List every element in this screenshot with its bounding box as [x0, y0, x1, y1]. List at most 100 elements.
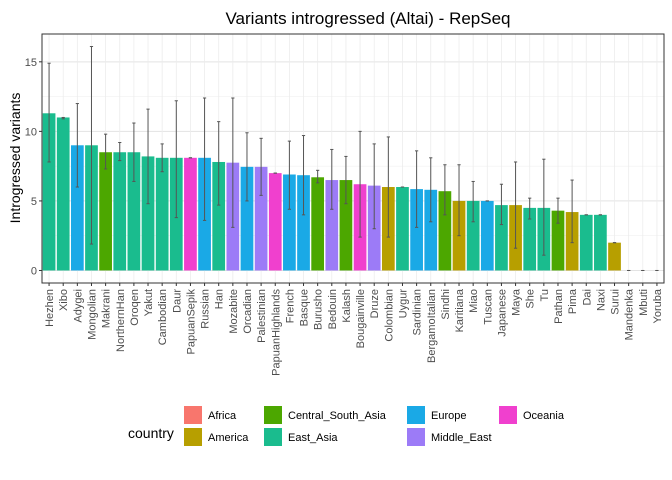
x-tick-label-Naxi: Naxi — [595, 289, 607, 311]
x-tick-label-Basque: Basque — [299, 289, 311, 326]
bar-BergamoItalian — [424, 189, 438, 271]
error-bar-Japanese — [499, 183, 504, 226]
bar-Burusho — [311, 177, 325, 271]
error-bar-Colombian — [386, 136, 390, 238]
legend-item-Middle_East: Middle_East — [407, 428, 492, 446]
x-tick-label-Oroqen: Oroqen — [129, 289, 141, 326]
error-bar-Russian — [202, 97, 207, 221]
x-tick-label-She: She — [525, 289, 537, 309]
error-bar-Bougainville — [358, 130, 362, 238]
x-tick-label-Adygei: Adygei — [72, 289, 84, 323]
bar-Naxi — [594, 214, 607, 271]
x-tick-label-PapuanHighlands: PapuanHighlands — [270, 289, 282, 376]
x-tick-label-Miao: Miao — [468, 289, 480, 313]
error-bar-Palestinian — [259, 137, 263, 196]
x-tick-label-Bedouin: Bedouin — [327, 289, 339, 329]
x-tick-label-Daur: Daur — [171, 289, 183, 313]
error-bar-Maya — [513, 161, 518, 249]
error-bar-Makrani — [104, 133, 108, 170]
x-tick-label-Japanese: Japanese — [496, 289, 508, 337]
bar-PapuanSepik — [184, 157, 197, 271]
legend-label: Central_South_Asia — [288, 410, 387, 422]
legend-label: America — [208, 432, 249, 444]
x-tick-label-Dai: Dai — [581, 289, 593, 306]
legend-swatch — [499, 406, 517, 424]
bar-Sardinian — [410, 189, 423, 271]
x-tick-label-Tuscan: Tuscan — [482, 289, 494, 325]
bar-Orcadian — [240, 166, 254, 271]
x-tick-label-Colombian: Colombian — [383, 289, 395, 342]
legend-swatch — [264, 406, 282, 424]
legend-label: East_Asia — [288, 432, 338, 444]
x-tick-label-NorthernHan: NorthernHan — [115, 289, 127, 352]
x-tick-label-Pima: Pima — [567, 288, 579, 314]
x-tick-label-Burusho: Burusho — [313, 289, 325, 330]
error-bar-Daur — [174, 100, 178, 219]
error-bar-Xibo — [61, 116, 65, 120]
x-tick-label-Makrani: Makrani — [101, 289, 113, 328]
legend-item-Europe: Europe — [407, 406, 466, 424]
error-bar-Miao — [471, 180, 475, 223]
bar-French — [283, 174, 296, 271]
axes: 0 5 10 15 Hezhen Xibo Adygei Mongolian Makrani No… — [25, 57, 664, 376]
x-tick-label-Orcadian: Orcadian — [242, 289, 254, 334]
bar-Surui — [608, 242, 621, 271]
legend-swatch — [407, 428, 425, 446]
bar-Bedouin — [325, 180, 339, 271]
error-bar-Yakut — [146, 108, 150, 205]
chart-title: Variants introgressed (Altai) - RepSeq — [225, 9, 510, 28]
error-bar-Kalash — [344, 155, 348, 205]
bar-Miao — [466, 200, 480, 271]
bar-Sindhi — [438, 191, 452, 271]
bar-NorthernHan — [113, 152, 127, 271]
bar-Basque — [297, 175, 310, 271]
x-tick-label-Mandenka: Mandenka — [624, 288, 636, 340]
x-tick-label-Yoruba: Yoruba — [652, 288, 664, 323]
x-tick-label-Pathan: Pathan — [553, 289, 565, 324]
error-bar-Han — [217, 121, 221, 206]
x-tick-label-Uygur: Uygur — [397, 289, 409, 319]
x-tick-label-Russian: Russian — [200, 289, 212, 329]
legend-item-Central_South_Asia: Central_South_Asia — [264, 406, 387, 424]
x-tick-label-Yakut: Yakut — [143, 289, 155, 316]
bar-Makrani — [99, 152, 112, 271]
bar-Kalash — [339, 180, 353, 271]
error-bar-Mozabite — [231, 97, 235, 228]
error-bar-Hezhen — [47, 62, 51, 163]
error-bar-Druze — [372, 143, 376, 230]
x-tick-label-Xibo: Xibo — [58, 289, 70, 311]
legend: country Africa America Central_South_Asia E… — [128, 406, 565, 446]
error-bar-Mongolian — [89, 46, 94, 245]
x-tick-label-Karitiana: Karitiana — [454, 288, 466, 332]
bar-Uygur — [396, 187, 409, 271]
x-tick-label-Han: Han — [214, 289, 226, 309]
bar-Tuscan — [480, 200, 494, 271]
x-tick-label-Palestinian: Palestinian — [256, 289, 268, 343]
error-bar-Oroqen — [132, 122, 136, 182]
x-tick-label-Mbuti: Mbuti — [638, 289, 650, 316]
bar-Yakut — [141, 156, 155, 271]
error-bar-She — [528, 197, 532, 220]
error-bar-Burusho — [316, 169, 320, 184]
x-tick-label-Hezhen: Hezhen — [44, 289, 56, 327]
bar-Oroqen — [127, 152, 141, 271]
x-tick-label-BergamoItalian: BergamoItalian — [426, 289, 438, 363]
bar-Dai — [579, 214, 593, 271]
x-tick-label-Sardinian: Sardinian — [412, 289, 424, 335]
legend-label: Middle_East — [431, 432, 492, 444]
error-bar-Sindhi — [443, 164, 447, 216]
x-tick-label-Surui: Surui — [610, 289, 622, 315]
error-bar-Karitiana — [457, 164, 461, 237]
bar-She — [523, 207, 537, 271]
y-tick-label: 10 — [25, 126, 37, 138]
error-bar-BergamoItalian — [429, 157, 433, 223]
legend-swatch — [184, 428, 202, 446]
legend-swatch — [184, 406, 202, 424]
y-tick-label: 15 — [25, 57, 37, 69]
x-tick-label-Sindhi: Sindhi — [440, 289, 452, 320]
bar-Pathan — [551, 210, 565, 271]
legend-item-East_Asia: East_Asia — [264, 428, 338, 446]
y-tick-label: 5 — [31, 196, 37, 208]
error-bar-French — [287, 140, 291, 210]
